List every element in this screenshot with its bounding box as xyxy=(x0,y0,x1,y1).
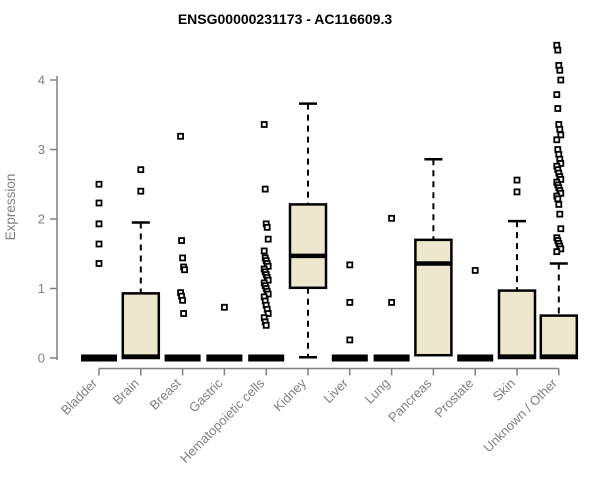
box-rect xyxy=(414,238,453,357)
outlier-point xyxy=(557,131,565,139)
outlier-point xyxy=(177,132,185,140)
outlier-point xyxy=(261,185,269,193)
outlier-point xyxy=(178,237,186,244)
x-tick-label: Brain xyxy=(110,376,142,408)
flat-box xyxy=(373,354,410,362)
box-group-breast xyxy=(164,132,201,362)
outlier-point xyxy=(346,261,354,269)
y-tick-label: 2 xyxy=(38,212,45,227)
box-group-lung xyxy=(373,214,410,362)
flat-box xyxy=(164,354,201,362)
y-axis-label: Expression xyxy=(3,174,18,241)
outlier-point xyxy=(95,180,103,188)
box-group-brain xyxy=(121,166,161,360)
outlier-point xyxy=(553,136,561,144)
outlier-point xyxy=(220,303,228,311)
box-group-liver xyxy=(331,261,368,362)
outlier-point xyxy=(553,248,561,256)
x-tick-label: Kidney xyxy=(270,375,309,414)
outlier-point xyxy=(95,220,103,228)
outlier-point xyxy=(179,254,187,262)
outlier-point xyxy=(137,166,145,174)
outlier-point xyxy=(346,298,354,306)
x-tick-label: Prostate xyxy=(431,376,476,421)
outlier-point xyxy=(95,260,103,267)
box-group-prostate xyxy=(457,267,494,362)
x-tick-label: Bladder xyxy=(58,375,101,418)
outlier-point xyxy=(388,214,396,222)
box-group-unknown-other xyxy=(539,41,579,360)
x-tick-label: Breast xyxy=(147,375,184,412)
y-tick-label: 0 xyxy=(38,351,45,366)
box-group-gastric xyxy=(206,303,243,362)
outlier-point xyxy=(95,240,103,248)
outlier-point xyxy=(260,121,268,128)
outlier-point xyxy=(554,46,562,54)
box-group-hematopoietic-cells xyxy=(248,121,285,362)
flat-box xyxy=(331,354,368,362)
outlier-point xyxy=(553,91,561,98)
box-group-bladder xyxy=(81,180,117,362)
outlier-point xyxy=(181,266,189,274)
box-rect xyxy=(539,314,579,360)
box-group-pancreas xyxy=(414,157,453,357)
box-group-skin xyxy=(497,176,537,360)
x-tick-label: Liver xyxy=(320,375,351,406)
outlier-point xyxy=(556,125,564,133)
chart-title: ENSG00000231173 - AC116609.3 xyxy=(178,11,393,27)
x-tick-label: Skin xyxy=(490,376,518,404)
outlier-point xyxy=(513,188,521,196)
outlier-point xyxy=(264,235,272,243)
outlier-point xyxy=(513,176,521,184)
x-tick-label: Pancreas xyxy=(385,375,435,425)
x-tick-label: Gastric xyxy=(186,375,226,415)
box-rect xyxy=(497,289,537,360)
outlier-point xyxy=(179,296,187,304)
outlier-point xyxy=(556,210,564,218)
box-rect xyxy=(121,292,161,360)
x-tick-label: Unknown / Other xyxy=(480,375,560,455)
outlier-point xyxy=(471,267,479,274)
box-rect xyxy=(288,203,328,290)
outlier-point xyxy=(262,321,270,329)
outlier-point xyxy=(557,225,565,233)
outlier-point xyxy=(137,187,145,195)
outlier-point xyxy=(556,66,564,74)
y-tick-label: 3 xyxy=(38,142,45,157)
flat-box xyxy=(81,354,117,362)
outlier-point xyxy=(388,298,396,306)
outlier-point xyxy=(346,336,354,344)
outlier-point xyxy=(554,195,562,203)
flat-box xyxy=(457,354,494,362)
outlier-point xyxy=(260,247,268,255)
outlier-point xyxy=(557,76,565,84)
y-tick-label: 4 xyxy=(38,73,45,88)
box-group-kidney xyxy=(288,102,328,359)
x-tick-label: Lung xyxy=(362,376,393,407)
flat-box xyxy=(206,354,243,362)
outlier-point xyxy=(555,201,563,208)
outlier-point xyxy=(180,310,188,317)
outlier-point xyxy=(95,199,103,207)
flat-box xyxy=(248,354,285,362)
y-tick-label: 1 xyxy=(38,281,45,296)
outlier-point xyxy=(264,310,272,317)
outlier-point xyxy=(263,223,271,231)
outlier-point xyxy=(554,105,562,112)
